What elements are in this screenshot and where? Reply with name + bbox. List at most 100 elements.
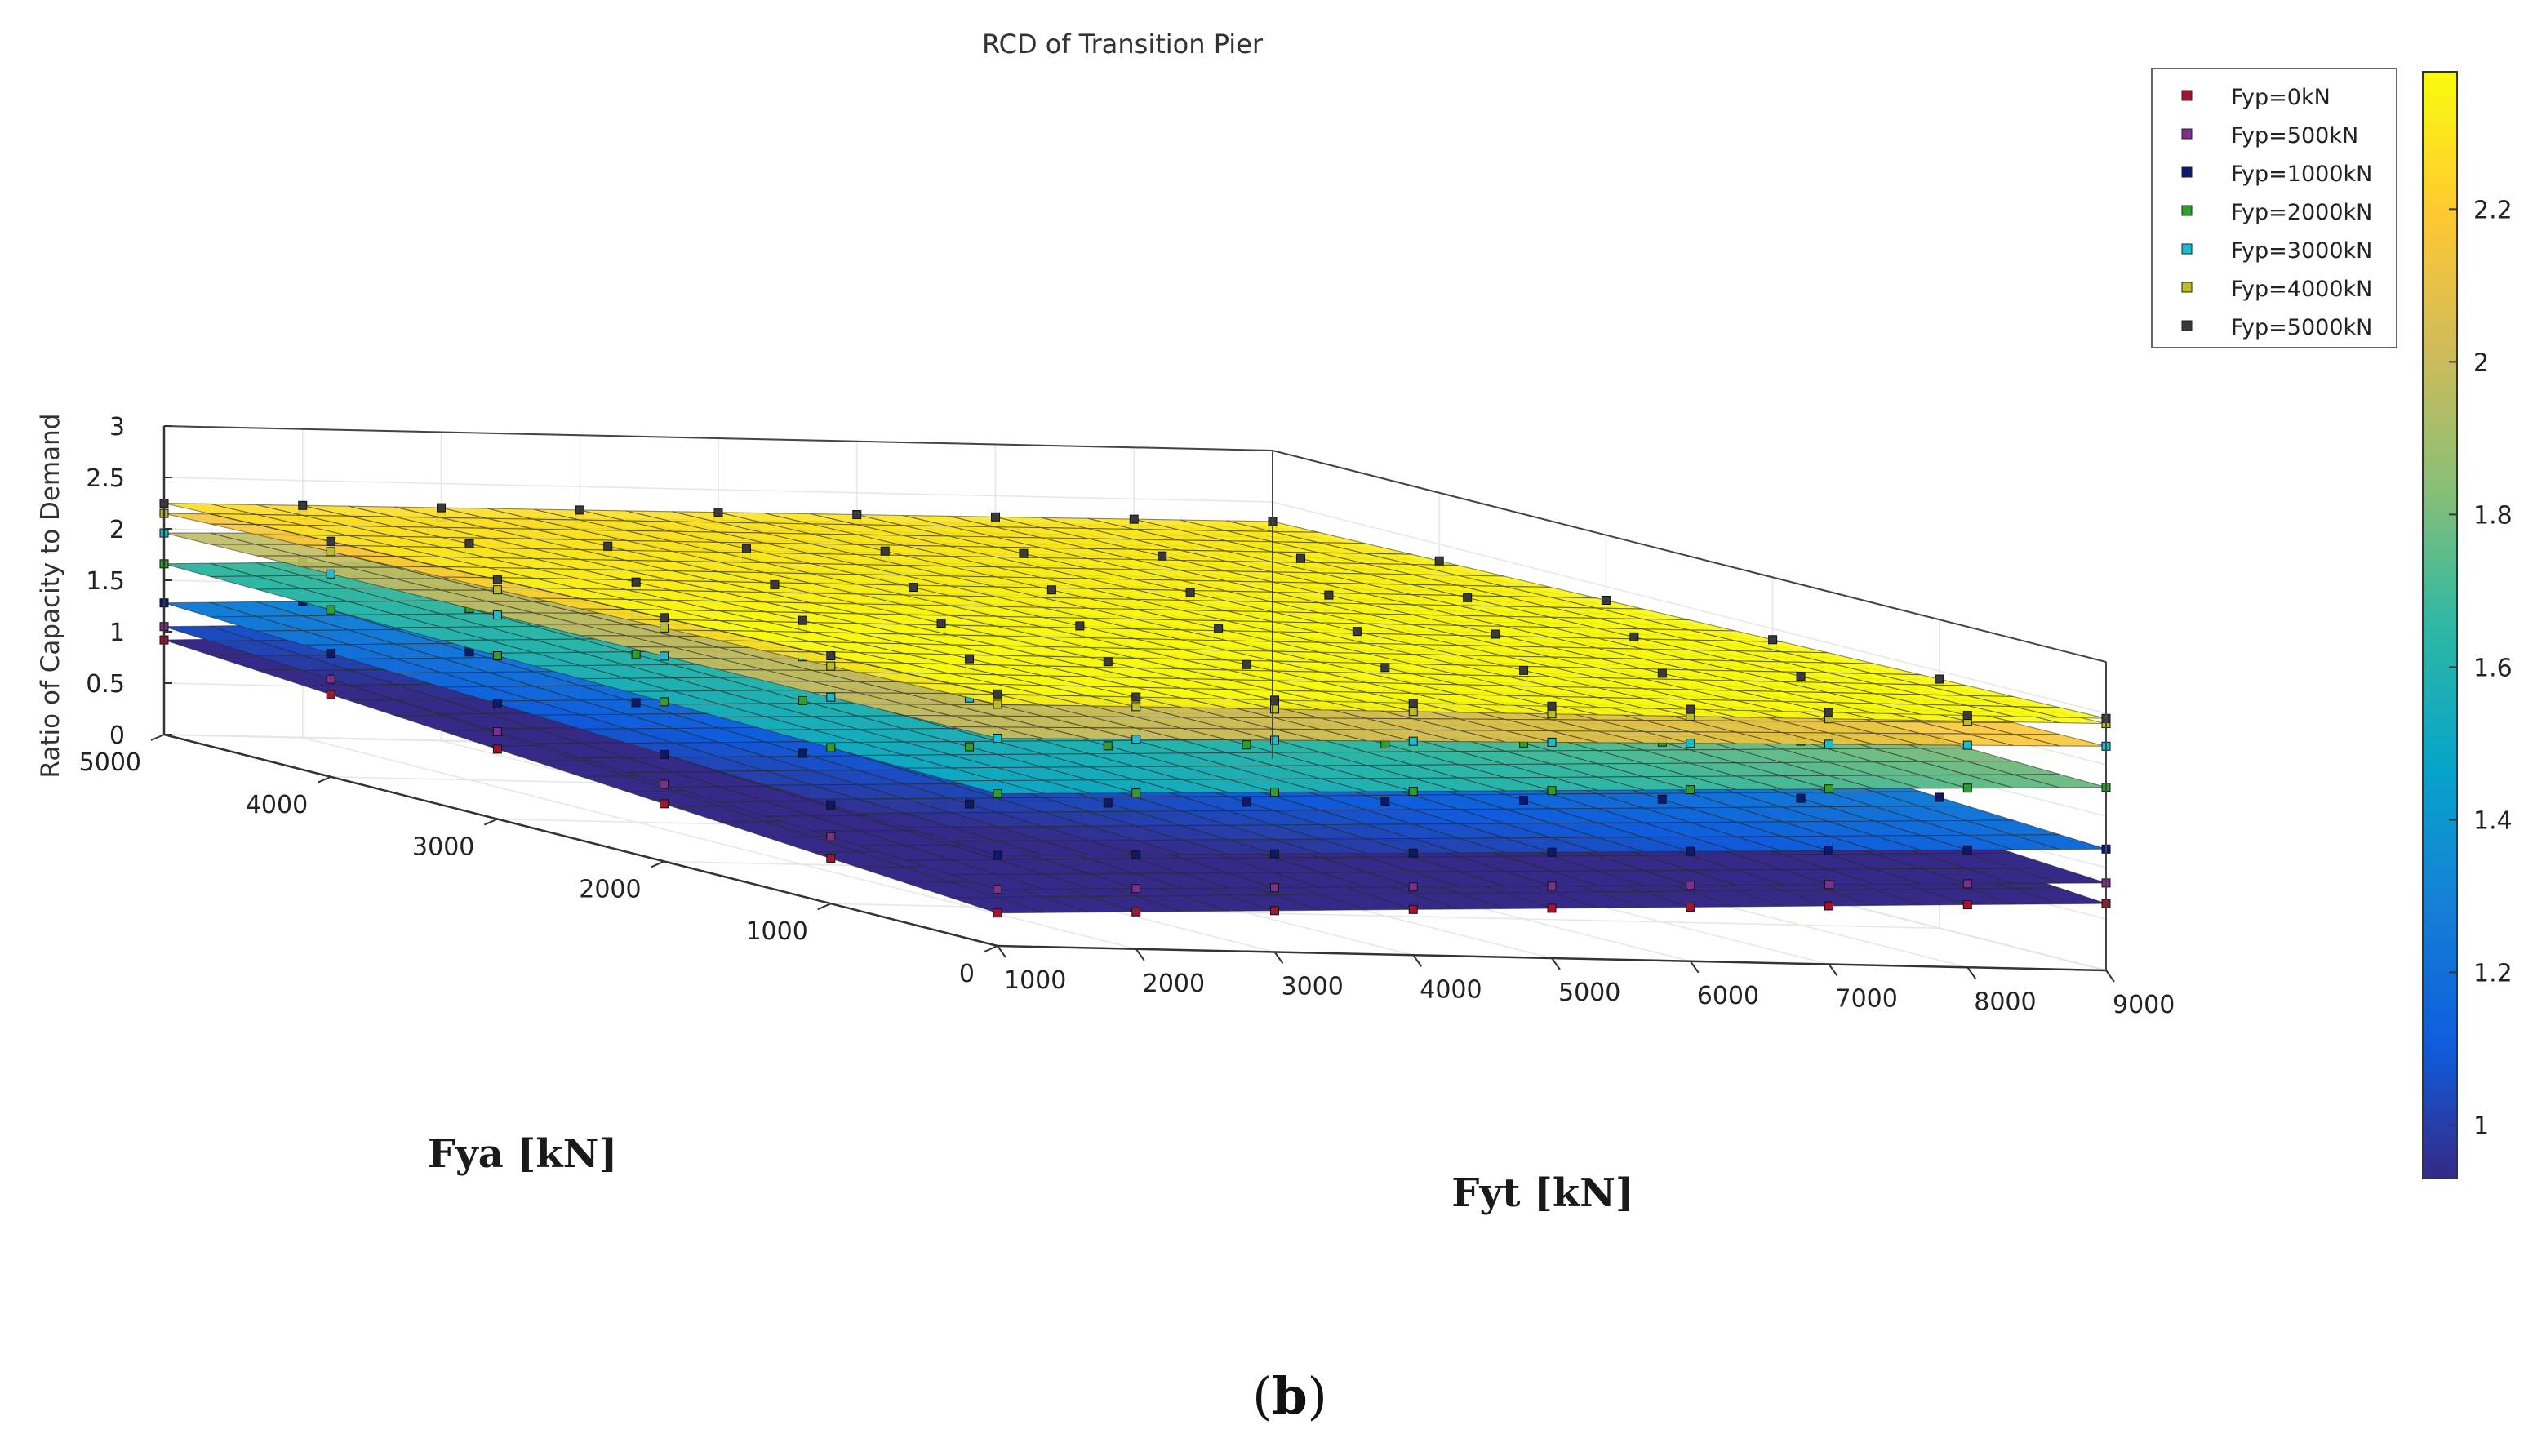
data-point — [1242, 740, 1251, 750]
legend-entry: Fyp=500kN — [2231, 123, 2358, 149]
data-point — [713, 508, 723, 517]
top-edge-line — [163, 425, 2107, 663]
data-point — [826, 743, 836, 752]
data-point — [1214, 624, 1224, 633]
data-point — [1491, 629, 1500, 639]
data-point — [852, 510, 862, 520]
y-tick-label: 5000 — [79, 748, 141, 777]
data-point — [326, 569, 335, 579]
data-point — [660, 613, 669, 623]
surface-patch — [2013, 834, 2107, 850]
data-point — [1408, 707, 1418, 717]
data-point — [1131, 850, 1141, 859]
data-point — [1046, 585, 1056, 595]
legend-box — [2151, 68, 2397, 348]
data-point — [660, 697, 669, 707]
data-point — [492, 575, 502, 584]
data-point — [1131, 788, 1141, 798]
data-point — [1547, 701, 1557, 711]
data-point — [1686, 704, 1695, 714]
data-point — [1686, 846, 1695, 856]
data-point — [326, 690, 335, 699]
surface-patch — [2013, 706, 2107, 719]
data-point — [1657, 794, 1667, 804]
data-point — [1962, 783, 1972, 793]
data-point — [1408, 787, 1418, 797]
data-point — [298, 500, 308, 510]
legend-entry: Fyp=3000kN — [2231, 238, 2372, 264]
data-point — [1686, 739, 1695, 748]
surface-7 — [159, 499, 2111, 723]
data-point — [1824, 784, 1833, 794]
data-point — [492, 699, 502, 708]
data-point — [965, 654, 975, 664]
data-point — [660, 651, 669, 661]
data-point — [1962, 711, 1972, 721]
data-point — [1103, 657, 1113, 667]
data-point — [1131, 884, 1141, 894]
legend-entry: Fyp=2000kN — [2231, 200, 2372, 225]
data-point — [1824, 901, 1833, 911]
data-point — [1824, 739, 1833, 749]
data-point — [1019, 548, 1029, 558]
z-tick-label: 3 — [109, 413, 125, 442]
z-axis-label: Ratio of Capacity to Demand — [36, 414, 65, 779]
data-point — [1962, 845, 1972, 855]
data-point — [1380, 797, 1390, 806]
axis-ticks: 0 0.5 1 1.5 2 2.5 3 0 1000 2000 3000 4000 5000 1000 20… — [79, 413, 2175, 1019]
x-tick-label: 4000 — [1420, 975, 1482, 1004]
y-tick-mark — [150, 734, 165, 741]
x-tick-label: 5000 — [1558, 979, 1620, 1007]
data-point — [1242, 659, 1251, 669]
surface-patch — [2013, 733, 2107, 747]
data-point — [1935, 674, 1944, 684]
legend-entry: Fyp=1000kN — [2231, 162, 2372, 187]
data-point — [798, 615, 807, 625]
y-tick-mark — [651, 860, 665, 868]
data-point — [1270, 788, 1279, 797]
x-tick-mark — [1828, 963, 1838, 977]
y-axis-label: Fya [kN] — [428, 1131, 617, 1177]
data-point — [1270, 883, 1279, 893]
data-point — [1075, 621, 1085, 631]
y-tick-mark — [317, 775, 331, 783]
data-point — [1408, 699, 1418, 708]
data-point — [1547, 737, 1557, 747]
data-point — [1131, 702, 1141, 712]
data-point — [936, 619, 946, 628]
data-point — [631, 577, 641, 587]
data-point — [660, 779, 669, 789]
data-point — [1352, 627, 1362, 637]
data-point — [1270, 704, 1279, 714]
x-tick-mark — [1966, 966, 1977, 979]
legend-marker — [2181, 90, 2193, 101]
data-point — [1408, 904, 1418, 914]
data-point — [1824, 880, 1833, 890]
data-point — [1962, 740, 1972, 750]
data-point — [965, 799, 975, 809]
data-point — [1131, 907, 1141, 917]
data-point — [492, 727, 502, 736]
data-point — [1324, 590, 1334, 600]
x-tick-mark — [1551, 957, 1561, 970]
colorbar-tick-label: 1 — [2473, 1112, 2489, 1141]
z-tick-label: 2 — [109, 516, 125, 544]
surface-patch — [2013, 887, 2107, 905]
legend-marker — [2181, 205, 2193, 216]
legend-marker — [2181, 320, 2193, 331]
data-point — [437, 503, 446, 513]
data-point — [1547, 709, 1557, 719]
data-point — [1547, 881, 1557, 891]
colorbar-tick-label: 2 — [2473, 348, 2489, 377]
y-tick-label: 1000 — [745, 917, 807, 946]
data-point — [326, 547, 335, 557]
data-point — [741, 544, 751, 553]
data-point — [492, 744, 502, 754]
x-tick-label: 6000 — [1697, 982, 1759, 1010]
z-tick-label: 1.5 — [86, 567, 125, 596]
data-point — [1519, 665, 1529, 675]
data-point — [1547, 903, 1557, 913]
data-point — [631, 650, 641, 659]
colorbar: 1 1.2 1.4 1.6 1.8 2 2.2 — [2422, 71, 2513, 1179]
data-point — [603, 541, 613, 551]
